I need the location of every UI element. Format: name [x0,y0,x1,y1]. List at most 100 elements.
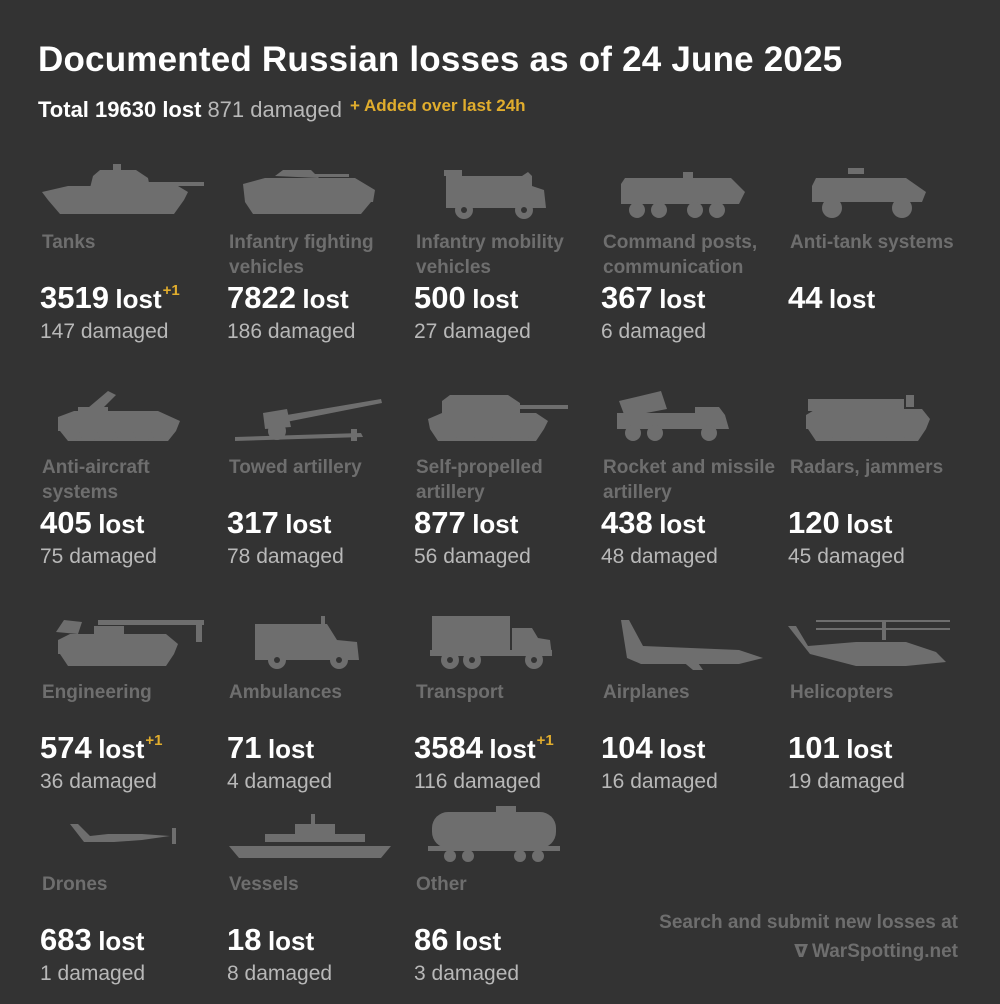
category-label: Anti-tank systems [790,232,954,253]
imv-icon [412,162,582,222]
lost-word: lost [472,509,519,539]
category-label: Tanks [42,232,96,253]
category-label: Radars, jammers [790,457,944,478]
lost-word: lost [659,509,706,539]
ifv-icon [225,162,395,222]
lost-number: 3519 [40,280,109,315]
lost-number: 44 [788,280,823,315]
anti-tank-icon [786,162,956,222]
footer-link[interactable]: ᐁ WarSpotting.net [659,937,958,966]
lost-count: 574 lost+1 [40,730,163,766]
category-drones: Drones 683 lost 1 damaged [38,804,223,1004]
category-label: Other [416,874,467,895]
lost-count: 71 lost [227,730,315,766]
lost-word: lost [846,734,893,764]
damaged-count: 78 damaged [227,545,344,568]
lost-number: 104 [601,730,653,765]
category-label: Engineering [42,682,152,703]
ship-icon [225,804,395,864]
category-transport: Transport 3584 lost+1 116 damaged [412,612,597,812]
damaged-count: 3 damaged [414,962,520,985]
lost-number: 877 [414,505,466,540]
helicopter-icon [786,612,956,672]
total-damaged: 871 damaged [207,97,342,122]
category-ifv: Infantry fighting vehicles 7822 lost 186… [225,162,410,362]
lost-number: 101 [788,730,840,765]
lost-number: 3584 [414,730,483,765]
lost-number: 120 [788,505,840,540]
tank-wagon-icon [412,804,582,864]
category-label: Transport [416,682,504,703]
lost-word: lost [267,734,315,764]
damaged-count: 48 damaged [601,545,718,568]
category-command-posts: Command posts, communication 367 lost 6 … [599,162,784,362]
totals-summary: Total 19630 lost 871 damaged + Added over … [38,96,526,123]
added-badge: +1 [145,732,163,749]
site-name: WarSpotting.net [812,941,958,962]
lost-word: lost [828,284,876,314]
lost-number: 683 [40,922,92,957]
lost-word: lost [115,284,162,314]
category-radars: Radars, jammers 120 lost 45 damaged [786,387,971,587]
damaged-count: 19 damaged [788,770,905,793]
category-label: Infantry fighting vehicles [229,232,374,278]
lost-number: 317 [227,505,279,540]
category-label: Helicopters [790,682,894,703]
category-label: Anti-aircraft systems [42,457,150,503]
category-engineering: Engineering 574 lost+1 36 damaged [38,612,223,812]
rocket-artillery-icon [599,387,769,447]
lost-number: 500 [414,280,466,315]
category-label: Command posts, communication [603,232,758,278]
lost-word: lost [98,509,145,539]
lost-count: 367 lost [601,280,706,316]
lost-count: 500 lost [414,280,519,316]
lost-word: lost [846,509,893,539]
lost-word: lost [98,734,145,764]
lost-count: 7822 lost [227,280,350,316]
damaged-count: 16 damaged [601,770,718,793]
lost-count: 86 lost [414,922,502,958]
command-post-icon [599,162,769,222]
total-lost: Total 19630 lost [38,97,202,122]
added-badge: +1 [162,282,180,299]
damaged-count: 116 damaged [414,770,541,793]
category-label: Infantry mobility vehicles [416,232,564,278]
damaged-count: 4 damaged [227,770,333,793]
lost-number: 7822 [227,280,296,315]
airplane-icon [599,612,769,672]
radar-icon [786,387,956,447]
lost-word: lost [454,926,502,956]
damaged-count: 186 damaged [227,320,356,343]
page-title: Documented Russian losses as of 24 June … [38,40,843,79]
warspotting-logo-icon: ᐁ [794,941,808,961]
lost-word: lost [285,509,332,539]
lost-count: 683 lost [40,922,145,958]
footer: Search and submit new losses at ᐁ WarSpot… [659,908,958,966]
truck-icon [412,612,582,672]
lost-number: 367 [601,280,653,315]
damaged-count: 56 damaged [414,545,531,568]
footer-text: Search and submit new losses at [659,912,958,933]
category-other: Other 86 lost 3 damaged [412,804,597,1004]
lost-number: 405 [40,505,92,540]
tank-icon [38,162,208,222]
category-ambulances: Ambulances 71 lost 4 damaged [225,612,410,812]
damaged-count: 36 damaged [40,770,157,793]
lost-word: lost [659,734,706,764]
damaged-count: 6 damaged [601,320,707,343]
lost-count: 44 lost [788,280,876,316]
ambulance-icon [225,612,395,672]
category-label: Self-propelled artillery [416,457,543,503]
lost-count: 877 lost [414,505,519,541]
category-vessels: Vessels 18 lost 8 damaged [225,804,410,1004]
lost-count: 438 lost [601,505,706,541]
category-label: Vessels [229,874,299,895]
category-label: Drones [42,874,108,895]
damaged-count: 75 damaged [40,545,157,568]
category-airplanes: Airplanes 104 lost 16 damaged [599,612,784,812]
damaged-count: 27 damaged [414,320,531,343]
lost-count: 3519 lost+1 [40,280,180,316]
category-label: Rocket and missile artillery [603,457,776,503]
category-imv: Infantry mobility vehicles 500 lost 27 d… [412,162,597,362]
lost-word: lost [472,284,519,314]
